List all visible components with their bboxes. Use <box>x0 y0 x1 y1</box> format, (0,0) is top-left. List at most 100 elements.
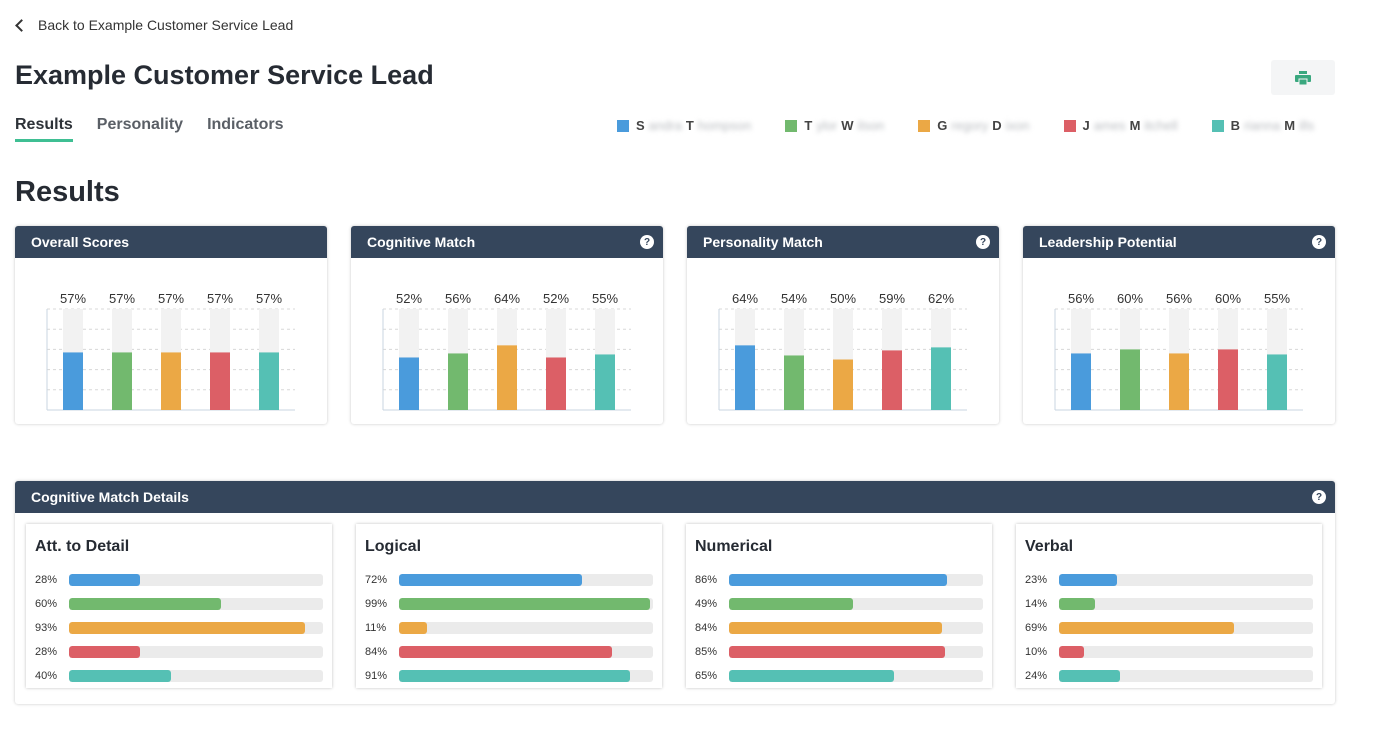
legend-last-rest: ixon <box>1006 118 1030 133</box>
cognitive-match-card: Cognitive Match? 52% 56% 64% 52% 55% <box>351 226 663 424</box>
detail-bar-fill[interactable] <box>399 670 630 682</box>
card-title: Leadership Potential <box>1039 234 1177 250</box>
bar[interactable] <box>595 354 615 410</box>
tab-bar: Results Personality Indicators <box>15 116 308 142</box>
detail-percent: 60% <box>35 598 69 610</box>
detail-percent: 86% <box>695 574 729 586</box>
detail-bar-fill[interactable] <box>399 598 650 610</box>
bar[interactable] <box>882 350 902 410</box>
detail-bar-fill[interactable] <box>69 670 171 682</box>
detail-bar-fill[interactable] <box>1059 670 1120 682</box>
detail-bar-fill[interactable] <box>1059 574 1117 586</box>
bar[interactable] <box>259 352 279 410</box>
section-title: Results <box>15 176 120 209</box>
legend-swatch <box>617 120 629 132</box>
bar-value-label: 57% <box>158 291 184 306</box>
detail-bar-fill[interactable] <box>1059 646 1084 658</box>
bar[interactable] <box>448 353 468 410</box>
bar[interactable] <box>497 345 517 410</box>
bar[interactable] <box>1218 349 1238 410</box>
detail-bar-fill[interactable] <box>69 598 221 610</box>
detail-bar-fill[interactable] <box>399 574 582 586</box>
bar[interactable] <box>931 347 951 410</box>
card-header: Leadership Potential? <box>1023 226 1335 258</box>
detail-bar-fill[interactable] <box>729 670 894 682</box>
detail-row: 60% <box>35 592 323 616</box>
detail-bar-fill[interactable] <box>1059 598 1095 610</box>
detail-bar-fill[interactable] <box>69 574 140 586</box>
bar[interactable] <box>1267 354 1287 410</box>
detail-row: 65% <box>695 664 983 688</box>
detail-bar-fill[interactable] <box>729 646 945 658</box>
detail-bar-track <box>729 670 983 682</box>
detail-bar-track <box>399 598 653 610</box>
print-button[interactable] <box>1271 60 1335 95</box>
question-circle-icon[interactable]: ? <box>640 235 654 249</box>
bar-value-label: 55% <box>592 291 618 306</box>
question-circle-icon[interactable]: ? <box>1312 235 1326 249</box>
legend-first-rest: rianna <box>1244 118 1280 133</box>
bar[interactable] <box>210 352 230 410</box>
legend-first-rest: regory <box>951 118 988 133</box>
detail-bar-track <box>69 598 323 610</box>
detail-percent: 93% <box>35 622 69 634</box>
legend-last-rest: hompson <box>698 118 751 133</box>
tab-results[interactable]: Results <box>15 116 73 142</box>
legend-last-rest: itchell <box>1144 118 1177 133</box>
bar[interactable] <box>112 352 132 410</box>
bar[interactable] <box>735 345 755 410</box>
leadership-potential-card: Leadership Potential? 56% 60% 56% 60% 55% <box>1023 226 1335 424</box>
detail-percent: 11% <box>365 622 399 634</box>
detail-bar-fill[interactable] <box>399 646 612 658</box>
detail-row: 11% <box>365 616 653 640</box>
detail-bar-fill[interactable] <box>729 574 947 586</box>
details-header: Cognitive Match Details ? <box>15 481 1335 513</box>
detail-percent: 40% <box>35 670 69 682</box>
legend-first-rest: ylor <box>816 118 837 133</box>
detail-bar-fill[interactable] <box>729 598 853 610</box>
bar[interactable] <box>1071 353 1091 410</box>
cognitive-match-bar-chart: 52% 56% 64% 52% 55% <box>351 262 663 422</box>
bar-value-label: 57% <box>207 291 233 306</box>
detail-row: 14% <box>1025 592 1313 616</box>
bar[interactable] <box>1169 353 1189 410</box>
detail-bar-fill[interactable] <box>69 622 305 634</box>
bar[interactable] <box>1120 349 1140 410</box>
printer-icon <box>1295 71 1311 85</box>
bar[interactable] <box>63 352 83 410</box>
detail-percent: 28% <box>35 646 69 658</box>
detail-bar-fill[interactable] <box>399 622 427 634</box>
bar[interactable] <box>784 355 804 410</box>
legend-last-initial: M <box>1284 118 1295 133</box>
bar[interactable] <box>161 352 181 410</box>
detail-bar-fill[interactable] <box>69 646 140 658</box>
detail-bar-fill[interactable] <box>1059 622 1234 634</box>
tab-indicators[interactable]: Indicators <box>207 116 283 142</box>
card-title: Cognitive Match <box>367 234 475 250</box>
detail-row: 91% <box>365 664 653 688</box>
question-circle-icon[interactable]: ? <box>1312 490 1326 504</box>
question-circle-icon[interactable]: ? <box>976 235 990 249</box>
back-link[interactable]: Back to Example Customer Service Lead <box>15 17 293 33</box>
detail-row: 10% <box>1025 640 1313 664</box>
legend-swatch <box>918 120 930 132</box>
bar[interactable] <box>546 357 566 410</box>
bar-value-label: 59% <box>879 291 905 306</box>
detail-card-title: Numerical <box>695 538 983 556</box>
bar[interactable] <box>833 360 853 411</box>
numerical-detail-card: Numerical 86% 49% 84% 85% 65% <box>686 524 992 688</box>
bar[interactable] <box>399 357 419 410</box>
detail-bar-track <box>729 646 983 658</box>
detail-bar-track <box>399 646 653 658</box>
detail-bar-track <box>69 670 323 682</box>
bar-value-label: 57% <box>109 291 135 306</box>
details-title: Cognitive Match Details <box>31 489 189 505</box>
personality-match-bar-chart: 64% 54% 50% 59% 62% <box>687 262 999 422</box>
detail-bar-fill[interactable] <box>729 622 942 634</box>
bar-value-label: 56% <box>445 291 471 306</box>
tab-personality[interactable]: Personality <box>97 116 183 142</box>
bar-value-label: 57% <box>60 291 86 306</box>
